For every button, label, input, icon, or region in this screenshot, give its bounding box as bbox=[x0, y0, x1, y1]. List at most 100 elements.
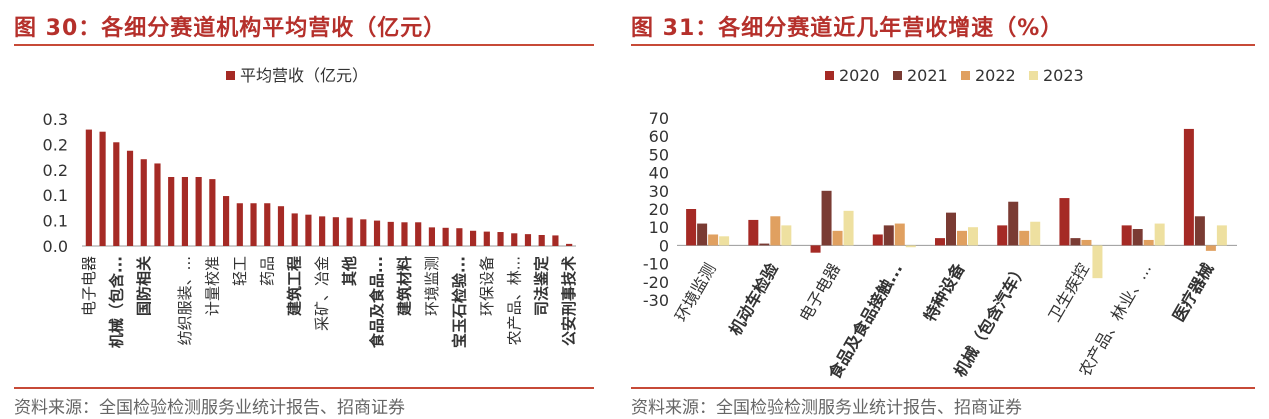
bar bbox=[360, 219, 367, 246]
x-tick-label: 机动车检验 bbox=[725, 259, 782, 339]
revenue-growth-chart: 2020 2021 2022 2023 -30-20-10010203040506070… bbox=[643, 66, 1237, 383]
bar bbox=[511, 233, 518, 246]
bar bbox=[524, 234, 532, 246]
bar-2021 bbox=[697, 223, 708, 246]
x-tick-label: 采矿、冶金 bbox=[313, 256, 331, 331]
bar-2022 bbox=[832, 230, 843, 246]
y-tick-label: 10 bbox=[649, 218, 669, 237]
bar-2020 bbox=[935, 238, 945, 246]
bar-2021 bbox=[821, 190, 832, 246]
y-tick-label: 50 bbox=[649, 145, 669, 164]
bar-2022 bbox=[1205, 245, 1216, 251]
bar-2022 bbox=[957, 230, 967, 246]
bar-2022 bbox=[1019, 230, 1030, 246]
y-tick-label: -20 bbox=[643, 273, 669, 292]
bar-2020 bbox=[748, 219, 759, 246]
legend-label: 2022 bbox=[975, 66, 1016, 85]
x-tick-label: 药品 bbox=[258, 256, 276, 286]
bar-2023 bbox=[1154, 223, 1165, 246]
legend-swatch bbox=[825, 71, 834, 80]
x-tick-label: 电子电器 bbox=[80, 256, 98, 316]
y-tick-label: 60 bbox=[649, 127, 669, 146]
source-note: 资料来源：全国检验检测服务业统计报告、招商证券 bbox=[631, 398, 1022, 418]
bar bbox=[332, 217, 339, 246]
bar bbox=[428, 227, 436, 246]
legend-label: 2021 bbox=[907, 66, 948, 85]
bar bbox=[85, 129, 92, 246]
bar-2020 bbox=[1059, 198, 1070, 246]
x-tick-label: 电子电器 bbox=[796, 260, 844, 325]
y-tick-label: 40 bbox=[649, 164, 669, 183]
title-divider bbox=[631, 44, 1255, 46]
bar-2020 bbox=[686, 209, 697, 246]
footer-divider bbox=[14, 387, 594, 389]
y-tick-label: 0.2 bbox=[43, 161, 68, 180]
bar bbox=[401, 222, 408, 246]
bar-2022 bbox=[1081, 239, 1092, 246]
bar-2023 bbox=[968, 227, 978, 246]
legend-swatch bbox=[226, 71, 235, 80]
y-tick-label: 0.3 bbox=[43, 110, 68, 129]
source-note: 资料来源：全国检验检测服务业统计报告、招商证券 bbox=[14, 398, 405, 418]
x-tick-label: 轻工 bbox=[231, 256, 249, 286]
bar bbox=[497, 232, 504, 246]
bar bbox=[566, 243, 573, 246]
bar bbox=[250, 203, 257, 246]
x-tick-label: 卫生疾控 bbox=[1044, 260, 1092, 325]
x-tick-label: 环境监测 bbox=[423, 256, 441, 316]
x-tick-label: 医疗器械 bbox=[1169, 260, 1217, 325]
y-tick-label: -30 bbox=[643, 291, 669, 310]
bar bbox=[236, 203, 243, 246]
bar bbox=[264, 203, 271, 246]
bar-2020 bbox=[1121, 225, 1132, 246]
bar-2022 bbox=[1143, 239, 1154, 246]
bar-2020 bbox=[1183, 128, 1194, 246]
legend-label: 2020 bbox=[839, 66, 880, 85]
bar-2021 bbox=[1194, 216, 1205, 246]
x-tick-label: 农产品、林... bbox=[505, 256, 523, 345]
bar bbox=[442, 227, 449, 246]
bar-2020 bbox=[997, 225, 1008, 246]
bar-2021 bbox=[1008, 201, 1019, 246]
x-tick-label: 国防相关 bbox=[135, 256, 153, 316]
y-tick-label: 0.2 bbox=[43, 135, 68, 154]
bar bbox=[538, 234, 545, 246]
bar bbox=[140, 159, 147, 246]
bar-2020 bbox=[810, 245, 821, 253]
bar bbox=[113, 142, 120, 246]
y-tick-label: 0.0 bbox=[43, 237, 68, 256]
bar bbox=[469, 230, 477, 246]
bar bbox=[181, 176, 189, 246]
legend-swatch bbox=[893, 71, 902, 80]
x-tick-label: 建筑材料 bbox=[395, 256, 413, 316]
bar-2020 bbox=[872, 234, 883, 246]
bar-2023 bbox=[843, 210, 854, 246]
bar bbox=[154, 163, 161, 246]
bar bbox=[291, 213, 298, 246]
footer-divider bbox=[631, 387, 1255, 389]
bar bbox=[99, 131, 106, 246]
figure-30-title: 图 30：各细分赛道机构平均营收（亿元） bbox=[14, 16, 447, 41]
x-tick-label: 食品及食品... bbox=[368, 256, 386, 348]
x-tick-label: 建筑工程 bbox=[286, 256, 304, 316]
y-tick-label: 30 bbox=[649, 182, 669, 201]
bar bbox=[456, 228, 463, 246]
bar-2021 bbox=[946, 212, 956, 246]
y-tick-label: 70 bbox=[649, 109, 669, 128]
bar bbox=[305, 214, 312, 246]
bar bbox=[319, 216, 326, 246]
bar bbox=[387, 221, 394, 246]
legend-label: 2023 bbox=[1043, 66, 1084, 85]
x-tick-label: 特种设备 bbox=[920, 259, 969, 325]
bar-2021 bbox=[1070, 238, 1081, 246]
y-tick-label: 0.1 bbox=[43, 186, 68, 205]
x-tick-label: 计量校准 bbox=[203, 256, 221, 316]
bar-2022 bbox=[770, 216, 781, 246]
bar-2021 bbox=[883, 225, 894, 246]
bar bbox=[483, 231, 490, 246]
bar-2021 bbox=[1132, 229, 1143, 246]
x-tick-label: 宝玉石检验... bbox=[450, 256, 468, 348]
x-tick-label: 环境监测 bbox=[671, 260, 719, 325]
bar-2023 bbox=[1030, 221, 1041, 246]
bar-2023 bbox=[781, 225, 792, 246]
